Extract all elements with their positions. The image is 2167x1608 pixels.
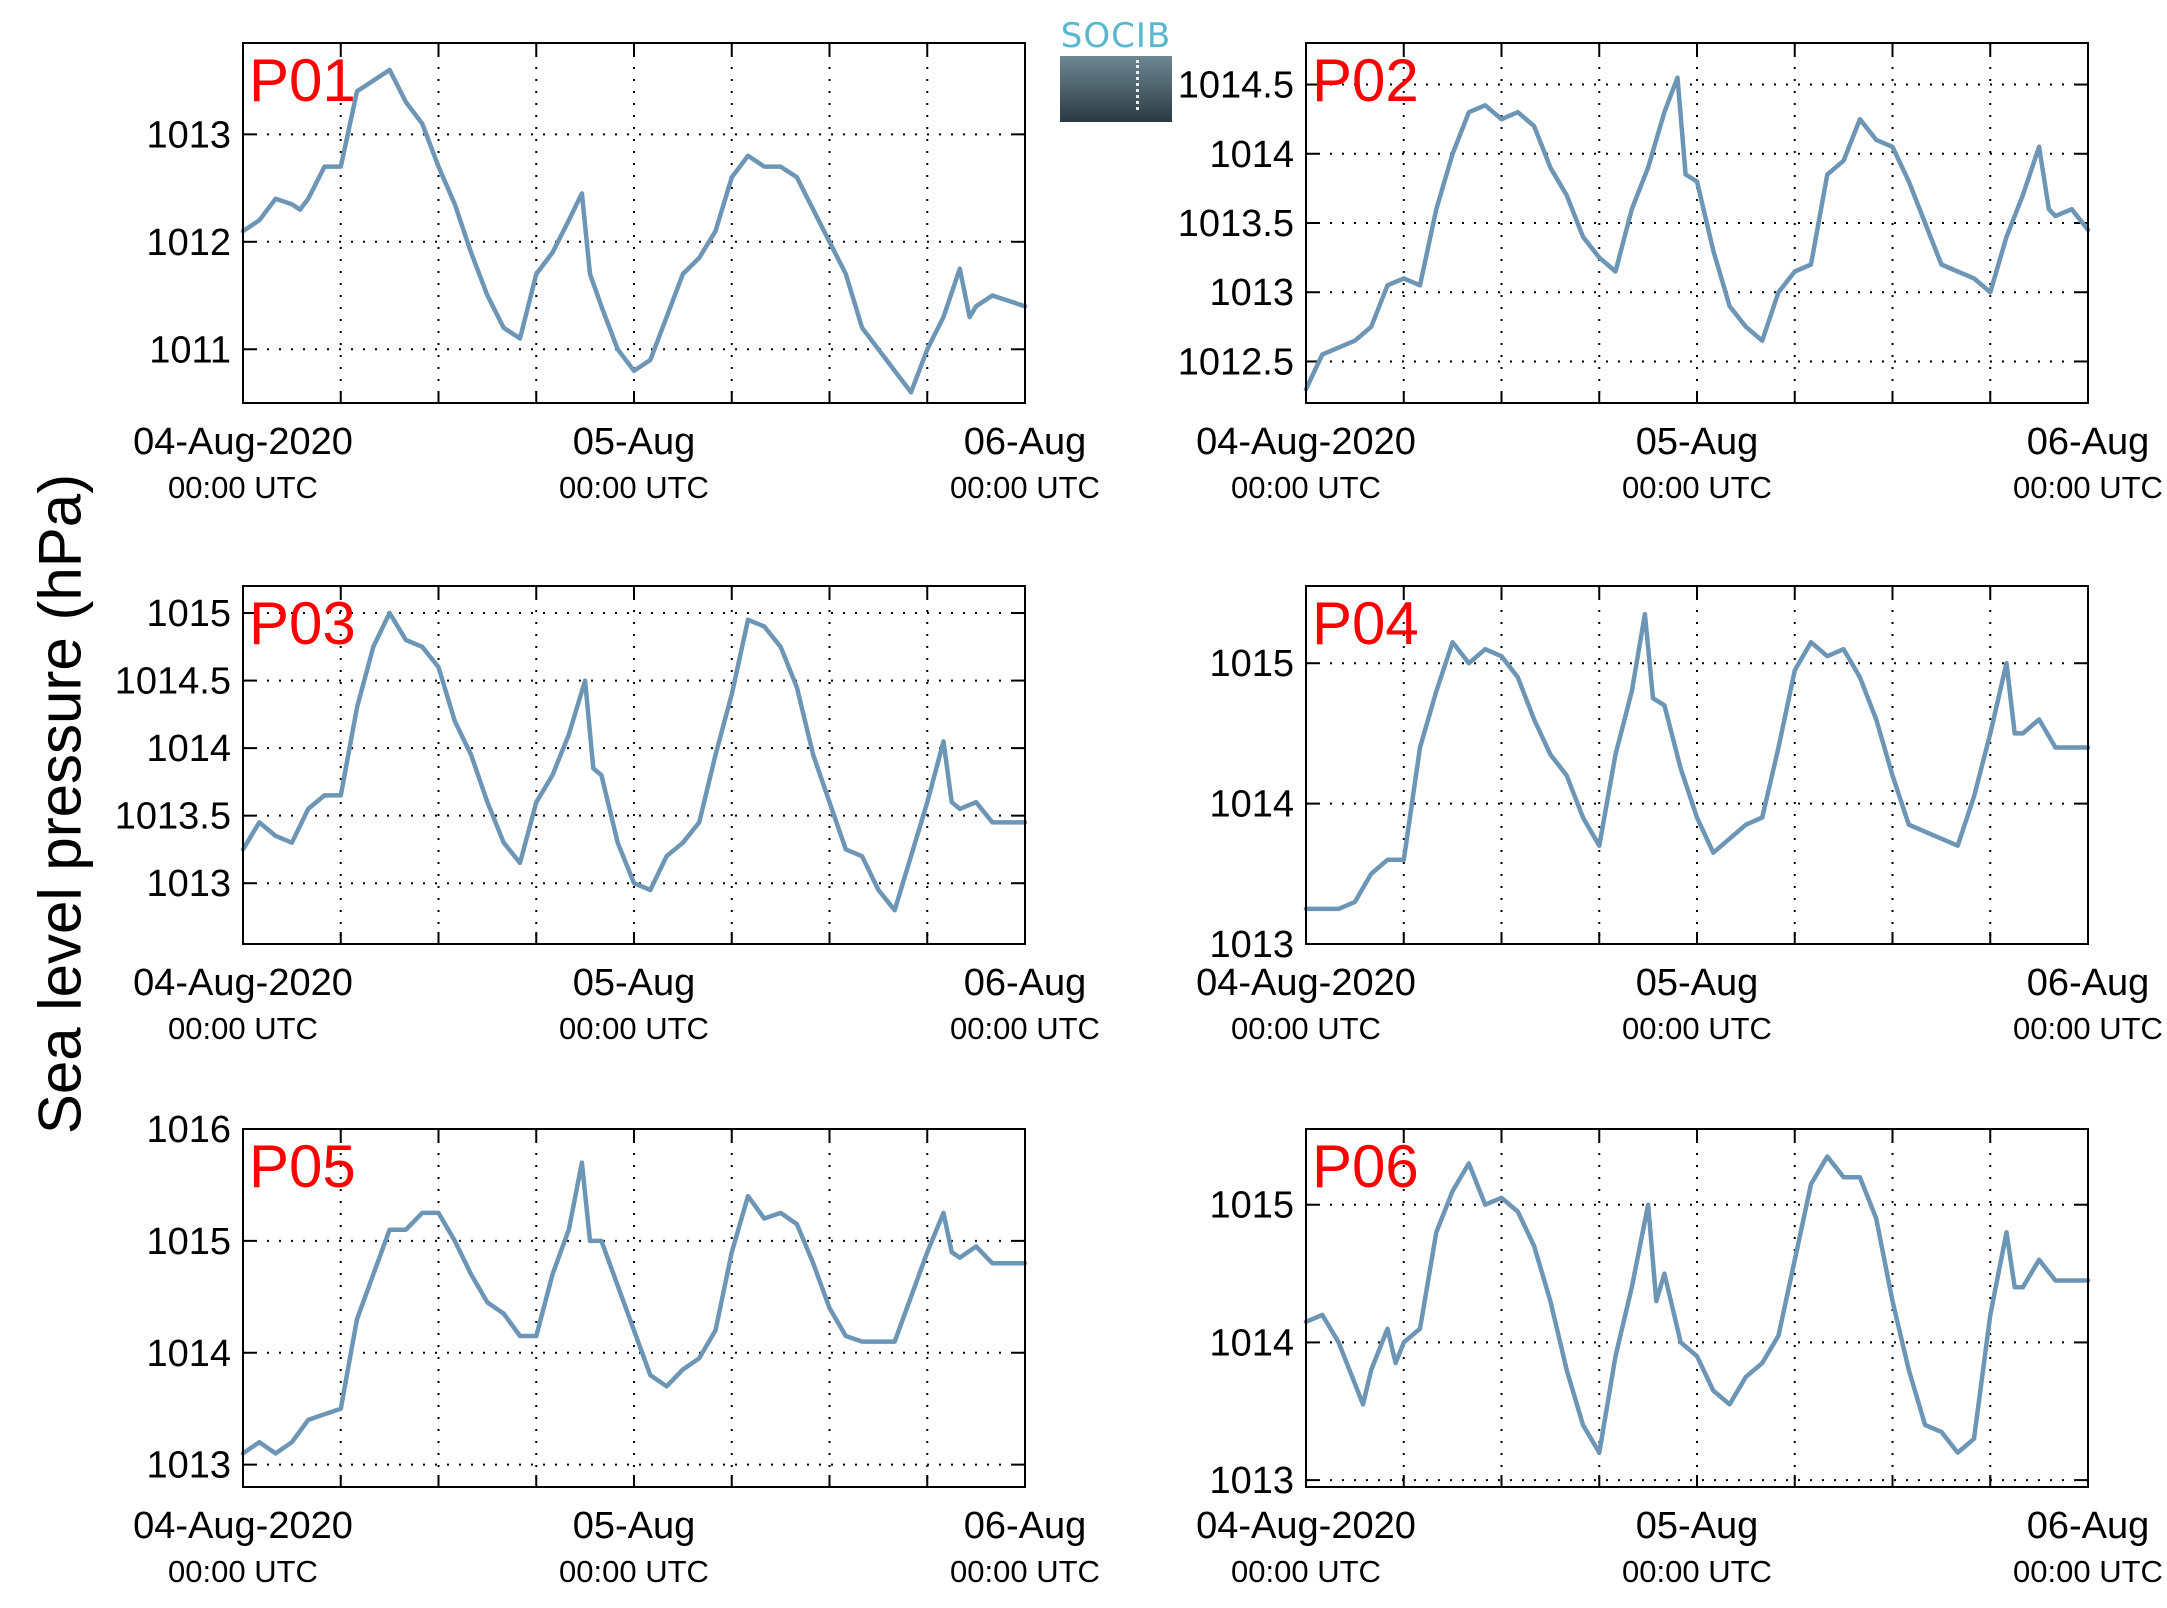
- y-tick-label: 1013: [146, 1445, 231, 1487]
- x-tick-label-date: 04-Aug-2020: [133, 962, 353, 1004]
- x-tick-label-date: 06-Aug: [2027, 1505, 2150, 1547]
- y-tick-label: 1013.5: [1178, 203, 1294, 245]
- y-tick-label: 1012: [146, 222, 231, 264]
- x-tick-label-date: 06-Aug: [964, 421, 1087, 463]
- x-tick-label-date: 06-Aug: [964, 962, 1087, 1004]
- y-tick-label: 1013: [1209, 272, 1294, 314]
- x-tick-label-date: 04-Aug-2020: [133, 421, 353, 463]
- axes-frame: [1305, 585, 2089, 945]
- y-tick-label: 1014: [1209, 1322, 1294, 1364]
- x-tick-label-date: 06-Aug: [2027, 421, 2150, 463]
- x-tick-label-date: 04-Aug-2020: [1196, 421, 1416, 463]
- chart-panel-p03: 1013 1013.5 1014 1014.5 1015 P03 04-Aug-2020 00…: [115, 585, 1100, 1046]
- x-tick-label-date: 05-Aug: [573, 421, 696, 463]
- x-tick-label-time: 00:00 UTC: [168, 1011, 318, 1046]
- axes-frame: [1305, 42, 2089, 404]
- series-line-p01: [240, 67, 1028, 395]
- chart-panel-p05: 1013 1014 1015 1016 P05 04-Aug-2020 00:00 UTC 0…: [133, 1109, 1100, 1589]
- x-tick-label-time: 00:00 UTC: [2013, 1554, 2163, 1589]
- y-tick-label: 1015: [146, 1221, 231, 1263]
- axes-frame: [242, 585, 1026, 945]
- x-tick-label-time: 00:00 UTC: [1622, 470, 1772, 505]
- x-tick-label-time: 00:00 UTC: [950, 1554, 1100, 1589]
- x-tick-label-time: 00:00 UTC: [1622, 1554, 1772, 1589]
- x-tick-label-time: 00:00 UTC: [168, 470, 318, 505]
- panel-label: P06: [1312, 1133, 1419, 1200]
- series-line-p02: [1303, 75, 2091, 392]
- y-tick-label: 1014: [146, 728, 231, 770]
- chart-panel-p06: 1013 1014 1015 P06 04-Aug-2020 00:00 UTC 05-Au…: [1196, 1128, 2163, 1589]
- y-tick-label: 1013: [146, 863, 231, 905]
- y-tick-label: 1014.5: [115, 661, 231, 703]
- x-tick-label-date: 04-Aug-2020: [133, 1505, 353, 1547]
- chart-panel-p02: 1012.5 1013 1013.5 1014 1014.5 P02 04-Aug-2020…: [1178, 42, 2163, 505]
- series-line-p05: [240, 1160, 1028, 1456]
- series-line-p04: [1303, 611, 2091, 912]
- y-tick-label: 1013: [1209, 1460, 1294, 1502]
- y-tick-label: 1013.5: [115, 796, 231, 838]
- x-tick-label-date: 05-Aug: [1636, 962, 1759, 1004]
- logo-dotted-line: [1136, 60, 1139, 110]
- y-tick-label: 1014: [1209, 134, 1294, 176]
- y-tick-label: 1014: [1209, 784, 1294, 826]
- x-tick-label-time: 00:00 UTC: [1622, 1011, 1772, 1046]
- panel-label: P04: [1312, 590, 1419, 657]
- x-tick-label-time: 00:00 UTC: [1231, 1554, 1381, 1589]
- axes-frame: [1305, 1128, 2089, 1488]
- x-tick-label-time: 00:00 UTC: [559, 470, 709, 505]
- logo-text: SOCIB: [1060, 16, 1172, 56]
- y-tick-label: 1015: [1209, 1185, 1294, 1227]
- panel-label: P02: [1312, 47, 1419, 114]
- panel-label: P01: [249, 47, 356, 114]
- axes-frame: [242, 1128, 1026, 1488]
- x-tick-label-time: 00:00 UTC: [950, 470, 1100, 505]
- x-tick-label-time: 00:00 UTC: [559, 1011, 709, 1046]
- panel-label: P03: [249, 590, 356, 657]
- series-line-p03: [240, 610, 1028, 913]
- socib-logo: SOCIB: [1060, 16, 1172, 122]
- x-tick-label-time: 00:00 UTC: [2013, 470, 2163, 505]
- panel-label: P05: [249, 1133, 356, 1200]
- y-tick-label: 1013: [1209, 924, 1294, 966]
- y-tick-label: 1014: [146, 1333, 231, 1375]
- x-tick-label-date: 05-Aug: [573, 1505, 696, 1547]
- series-line-p06: [1303, 1154, 2091, 1455]
- y-tick-label: 1015: [146, 593, 231, 635]
- x-tick-label-date: 06-Aug: [964, 1505, 1087, 1547]
- x-tick-label-time: 00:00 UTC: [1231, 470, 1381, 505]
- y-tick-label: 1013: [146, 114, 231, 156]
- y-tick-label: 1011: [149, 329, 231, 371]
- x-tick-label-date: 05-Aug: [573, 962, 696, 1004]
- x-tick-label-date: 06-Aug: [2027, 962, 2150, 1004]
- axes-frame: [242, 42, 1026, 404]
- x-tick-label-time: 00:00 UTC: [2013, 1011, 2163, 1046]
- x-tick-label-date: 05-Aug: [1636, 1505, 1759, 1547]
- x-tick-label-time: 00:00 UTC: [1231, 1011, 1381, 1046]
- y-tick-label: 1014.5: [1178, 65, 1294, 107]
- chart-panel-p04: 1013 1014 1015 P04 04-Aug-2020 00:00 UTC 05-Au…: [1196, 585, 2163, 1046]
- y-tick-label: 1015: [1209, 643, 1294, 685]
- x-tick-label-time: 00:00 UTC: [950, 1011, 1100, 1046]
- y-tick-label: 1016: [146, 1109, 231, 1151]
- chart-panel-p01: 1011 1012 1013 P01 04-Aug-2020 00:00 UTC 05-Au…: [133, 42, 1100, 505]
- x-tick-label-date: 04-Aug-2020: [1196, 1505, 1416, 1547]
- y-tick-label: 1012.5: [1178, 341, 1294, 383]
- logo-graphic: [1060, 56, 1172, 122]
- x-tick-label-date: 05-Aug: [1636, 421, 1759, 463]
- x-tick-label-date: 04-Aug-2020: [1196, 962, 1416, 1004]
- x-tick-label-time: 00:00 UTC: [559, 1554, 709, 1589]
- x-tick-label-time: 00:00 UTC: [168, 1554, 318, 1589]
